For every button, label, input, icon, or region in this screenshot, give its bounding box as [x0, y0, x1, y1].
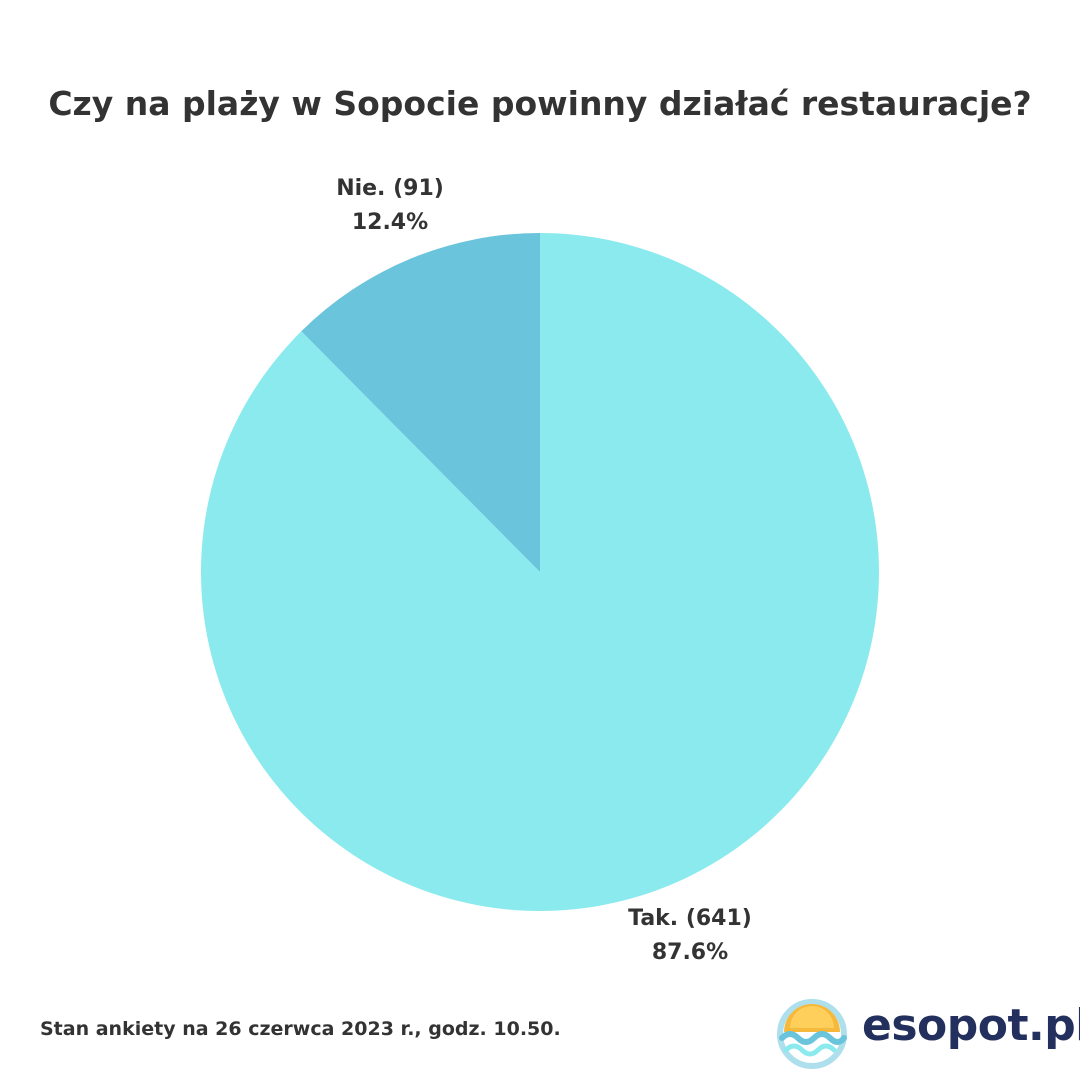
pie-slice-tak: [200, 233, 879, 912]
brand-name: esopot.pl: [862, 1000, 1080, 1051]
brand-logo[interactable]: esopot.pl: [776, 998, 1080, 1070]
pie-slice-nie: [301, 232, 540, 572]
sun-over-waves-icon: [777, 999, 847, 1069]
slice-label-nie-name: Nie. (91): [336, 176, 444, 201]
slice-label-tak: Tak. (641) 87.6%: [628, 902, 752, 970]
slice-label-tak-percent: 87.6%: [651, 940, 729, 965]
slice-label-tak-name: Tak. (641): [628, 906, 752, 931]
survey-footnote: Stan ankiety na 26 czerwca 2023 r., godz…: [40, 1018, 561, 1040]
chart-title: Czy na plaży w Sopocie powinny działać r…: [48, 84, 1032, 123]
slice-label-nie-percent: 12.4%: [351, 210, 429, 235]
slice-label-nie: Nie. (91) 12.4%: [336, 172, 444, 240]
